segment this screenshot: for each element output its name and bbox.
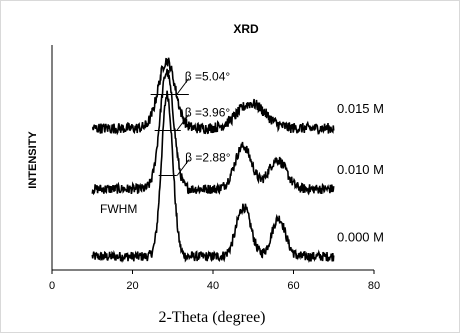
- axes: 0 20 40 60 80: [49, 45, 380, 292]
- diffractogram-1: [91, 68, 335, 196]
- beta-leader-2: [176, 78, 190, 95]
- beta-label-2: β =5.04°: [185, 70, 231, 84]
- diffractogram-0: [91, 90, 335, 264]
- series-label-2: 0.015 M: [337, 101, 384, 116]
- x-axis-label: 2-Theta (degree): [158, 309, 265, 326]
- x-tick-label: 0: [49, 280, 55, 292]
- x-tick-label: 40: [207, 280, 219, 292]
- x-tick-label: 20: [126, 280, 138, 292]
- diffractogram-2: [91, 57, 335, 136]
- series-label-0: 0.000 M: [337, 229, 384, 244]
- beta-leader-0: [176, 159, 190, 176]
- x-tick-label: 80: [368, 280, 380, 292]
- chart-title: XRD: [233, 22, 259, 36]
- series-group: β =2.88° 0.000 M β =3.96° 0.010 M β =5.04° 0.…: [91, 57, 384, 264]
- x-tick-label: 60: [287, 280, 299, 292]
- series-label-1: 0.010 M: [337, 162, 384, 177]
- beta-label-1: β =3.96°: [185, 106, 231, 120]
- beta-label-0: β =2.88°: [185, 151, 231, 165]
- fwhm-label: FWHM: [100, 202, 137, 216]
- y-axis-label: INTENSITY: [27, 131, 39, 189]
